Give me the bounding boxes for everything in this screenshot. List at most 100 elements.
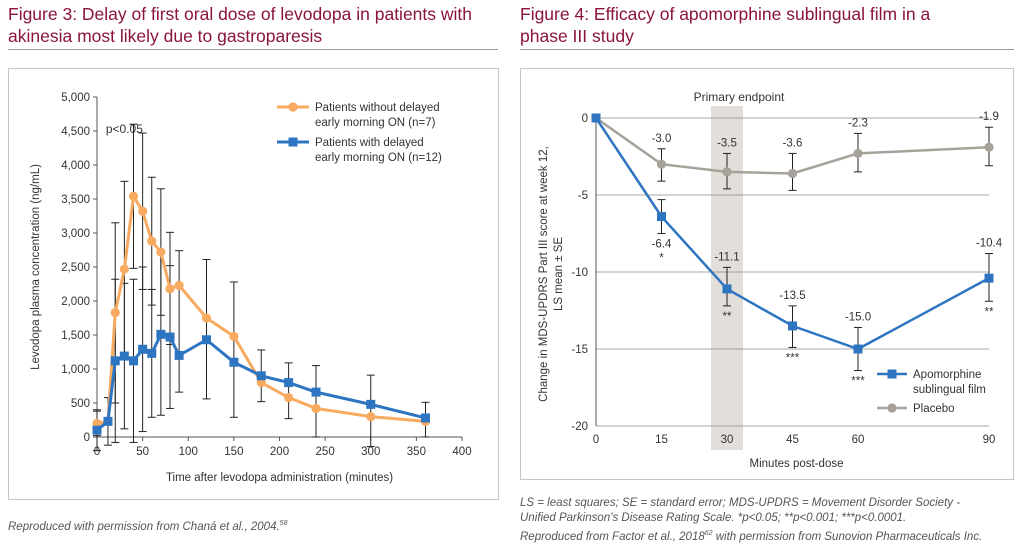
- significance-marker: ***: [786, 352, 800, 364]
- y-tick-label: -5: [578, 190, 588, 202]
- data-point-without-delay: [138, 206, 148, 216]
- legend-label: Patients without delayed: [315, 102, 440, 114]
- data-point-without-delay: [156, 247, 166, 257]
- figure4-caption-ref: 62: [704, 530, 713, 537]
- figure3-caption-ref: 58: [279, 520, 288, 527]
- apomorphine-value-label: -13.5: [779, 290, 805, 302]
- series-line-apomorphine: [594, 117, 990, 351]
- data-point-with-delay: [119, 351, 129, 361]
- figure4-chart-panel: Primary endpoint 0 -5 -10 -15 -20 0 15 30 45 60 90 M…: [520, 68, 1014, 480]
- data-point-with-delay: [366, 399, 376, 409]
- x-tick-label: 60: [852, 434, 865, 446]
- y-tick-label: -20: [571, 421, 588, 433]
- data-point-without-delay: [110, 307, 120, 318]
- figure4-title-line2: phase III study: [520, 26, 634, 46]
- apomorphine-value-label: -10.4: [976, 238, 1003, 250]
- placebo-value-label: -1.9: [979, 111, 999, 123]
- data-point-apomorphine: [657, 212, 666, 222]
- figure3-title-line2: akinesia most likely due to gastroparesi…: [8, 26, 323, 46]
- y-tick-label: 0: [582, 113, 588, 125]
- apomorphine-value-label: -6.4: [652, 239, 672, 251]
- legend-swatch-marker: [887, 369, 897, 379]
- y-tick-label: 2,500: [61, 262, 90, 274]
- figure3-title-rule: [8, 49, 498, 50]
- x-tick-label: 200: [270, 446, 289, 458]
- figure3-caption: Reproduced with permission from Chaná et…: [8, 516, 498, 535]
- x-tick-label: 0: [593, 434, 599, 446]
- y-tick-label: 3,500: [61, 194, 90, 206]
- data-point-without-delay: [147, 236, 157, 246]
- data-point-with-delay: [129, 356, 138, 366]
- data-point-without-delay: [366, 412, 376, 422]
- placebo-value-label: -3.6: [783, 137, 803, 149]
- data-point-without-delay: [174, 280, 184, 290]
- y-axis-title: Levodopa plasma concentration (ng/mL): [30, 164, 42, 370]
- data-point-with-delay: [229, 357, 239, 367]
- figure3-chart-panel: 0 500 1,000 1,500 2,000 2,500 3,000 3,500 4,000 4…: [8, 68, 499, 500]
- y-tick-label: 5,000: [61, 92, 90, 104]
- significance-marker: *: [659, 253, 664, 265]
- data-point-with-delay: [202, 335, 211, 345]
- x-tick-label: 30: [721, 434, 734, 446]
- legend-swatch-marker: [288, 137, 298, 147]
- data-point-with-delay: [421, 413, 430, 423]
- data-point-placebo: [853, 148, 863, 159]
- data-point-without-delay: [229, 331, 239, 341]
- figure4-caption-line3: Reproduced from Factor et al., 201862 wi…: [520, 526, 1020, 545]
- x-axis-title: Time after levodopa administration (minu…: [166, 472, 393, 484]
- figure4-caption: LS = least squares; SE = standard error;…: [520, 496, 1020, 545]
- data-point-with-delay: [284, 378, 294, 388]
- legend-swatch-marker: [288, 102, 298, 112]
- x-tick-label: 150: [224, 446, 243, 458]
- data-point-with-delay: [174, 350, 184, 360]
- significance-marker: ***: [851, 376, 865, 388]
- y-tick-label: 4,000: [61, 160, 90, 172]
- y-tick-label: 1,500: [61, 330, 90, 342]
- figure4-title-rule: [520, 49, 1014, 50]
- x-tick-label: 250: [316, 446, 335, 458]
- significance-annotation: p<0.05: [106, 122, 143, 136]
- significance-marker: **: [723, 311, 732, 323]
- primary-endpoint-label: Primary endpoint: [694, 90, 785, 104]
- data-point-with-delay: [311, 387, 321, 397]
- figure3-title: Figure 3: Delay of first oral dose of le…: [8, 3, 508, 47]
- data-point-without-delay: [311, 403, 321, 414]
- x-tick-label: 0: [94, 446, 100, 458]
- data-point-with-delay: [103, 416, 113, 426]
- legend-label: Patients with delayed: [315, 137, 424, 149]
- x-tick-label: 45: [786, 434, 799, 446]
- y-tick-label: 0: [84, 432, 90, 444]
- apomorphine-value-label: -15.0: [845, 311, 871, 323]
- figure4-title-line1: Figure 4: Efficacy of apomorphine sublin…: [520, 4, 931, 24]
- data-point-apomorphine: [722, 284, 732, 294]
- data-point-placebo: [984, 142, 994, 152]
- data-point-without-delay: [128, 191, 139, 201]
- y-tick-label: -15: [571, 344, 588, 356]
- apomorphine-value-label: -11.1: [714, 251, 739, 263]
- x-axis-title: Minutes post-dose: [750, 458, 844, 470]
- figure3-title-line1: Figure 3: Delay of first oral dose of le…: [8, 4, 472, 24]
- data-point-apomorphine: [788, 321, 797, 331]
- figure4-caption-permission: with permission from Sunovion Pharmaceut…: [712, 530, 983, 543]
- y-tick-label: 2,000: [61, 296, 90, 308]
- data-point-with-delay: [147, 348, 157, 358]
- y-tick-label: 4,500: [61, 126, 90, 138]
- data-point-with-delay: [165, 332, 175, 342]
- figure4-caption-line1: LS = least squares; SE = standard error;…: [520, 497, 961, 509]
- data-point-with-delay: [138, 344, 148, 354]
- x-tick-label: 50: [136, 446, 149, 458]
- x-tick-label: 90: [983, 434, 996, 446]
- x-tick-label: 400: [452, 446, 471, 458]
- legend-label: early morning ON (n=12): [315, 152, 442, 164]
- data-point-apomorphine: [853, 344, 863, 354]
- y-tick-label: 3,000: [61, 228, 90, 240]
- data-point-placebo: [722, 167, 732, 177]
- placebo-value-label: -3.0: [652, 133, 672, 145]
- y-axis-title-line1: Change in MDS-UPDRS Part III score at we…: [538, 146, 550, 402]
- y-tick-label: 500: [71, 398, 90, 410]
- x-tick-label: 300: [361, 446, 380, 458]
- figure3-caption-text: Reproduced with permission from Chaná et…: [8, 520, 280, 533]
- placebo-value-label: -3.5: [717, 137, 737, 149]
- data-point-without-delay: [201, 313, 212, 323]
- figure4-apomorphine-chart: Primary endpoint 0 -5 -10 -15 -20 0 15 30 45 60 90 M…: [538, 90, 1003, 470]
